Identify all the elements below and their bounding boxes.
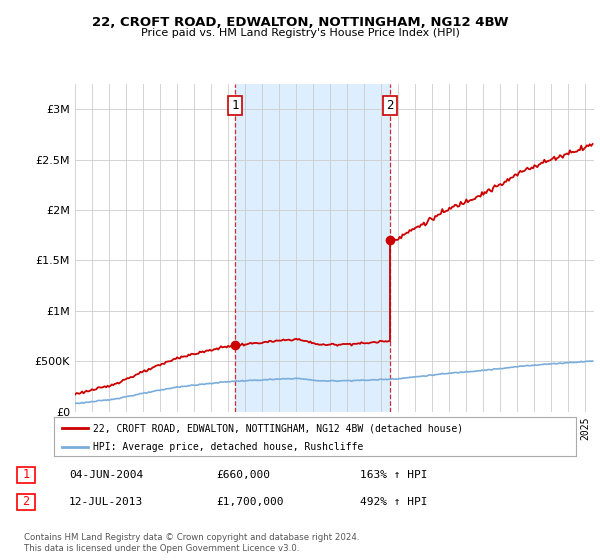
Text: 22, CROFT ROAD, EDWALTON, NOTTINGHAM, NG12 4BW (detached house): 22, CROFT ROAD, EDWALTON, NOTTINGHAM, NG… xyxy=(93,423,463,433)
Text: 04-JUN-2004: 04-JUN-2004 xyxy=(69,470,143,480)
Text: 1: 1 xyxy=(22,468,29,482)
Bar xyxy=(235,84,390,412)
Text: 163% ↑ HPI: 163% ↑ HPI xyxy=(360,470,427,480)
Text: 22, CROFT ROAD, EDWALTON, NOTTINGHAM, NG12 4BW: 22, CROFT ROAD, EDWALTON, NOTTINGHAM, NG… xyxy=(92,16,508,29)
Text: Price paid vs. HM Land Registry's House Price Index (HPI): Price paid vs. HM Land Registry's House … xyxy=(140,28,460,38)
Text: Contains HM Land Registry data © Crown copyright and database right 2024.
This d: Contains HM Land Registry data © Crown c… xyxy=(24,533,359,553)
Text: £660,000: £660,000 xyxy=(216,470,270,480)
Text: 492% ↑ HPI: 492% ↑ HPI xyxy=(360,497,427,507)
Text: 12-JUL-2013: 12-JUL-2013 xyxy=(69,497,143,507)
Text: 1: 1 xyxy=(232,99,239,112)
Text: 2: 2 xyxy=(386,99,394,112)
Text: 2: 2 xyxy=(22,495,29,508)
Text: HPI: Average price, detached house, Rushcliffe: HPI: Average price, detached house, Rush… xyxy=(93,442,364,451)
Text: £1,700,000: £1,700,000 xyxy=(216,497,284,507)
